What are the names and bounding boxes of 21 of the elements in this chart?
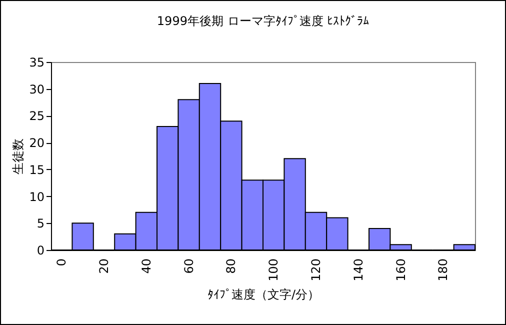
chart-title: 1999年後期 ローマ字ﾀｲﾌﾟ速度 ﾋｽﾄｸﾞﾗﾑ xyxy=(156,14,370,28)
y-tick-label: 10 xyxy=(29,190,44,204)
x-tick-label: 140 xyxy=(351,258,366,282)
y-tick-label: 30 xyxy=(29,82,44,96)
y-axis-title: 生徒数 xyxy=(11,138,26,174)
x-tick-label: 0 xyxy=(54,258,69,266)
x-axis-title: ﾀｲﾌﾟ速度（文字/分） xyxy=(207,287,320,302)
x-tick-label: 100 xyxy=(266,258,281,282)
x-tick-label: 180 xyxy=(436,258,450,282)
y-tick-label: 25 xyxy=(29,109,44,124)
x-tick-label: 60 xyxy=(182,258,196,274)
y-tick-label: 0 xyxy=(36,244,44,258)
x-tick-label: 160 xyxy=(394,258,408,282)
y-tick-label: 20 xyxy=(29,136,44,150)
y-tick-label: 5 xyxy=(36,216,44,231)
y-tick-label: 15 xyxy=(29,162,44,177)
x-tick-label: 40 xyxy=(139,258,154,274)
x-tick-label: 80 xyxy=(224,258,238,274)
x-tick-label: 20 xyxy=(97,258,111,274)
y-tick-label: 35 xyxy=(29,56,44,70)
x-tick-label: 120 xyxy=(309,258,323,282)
